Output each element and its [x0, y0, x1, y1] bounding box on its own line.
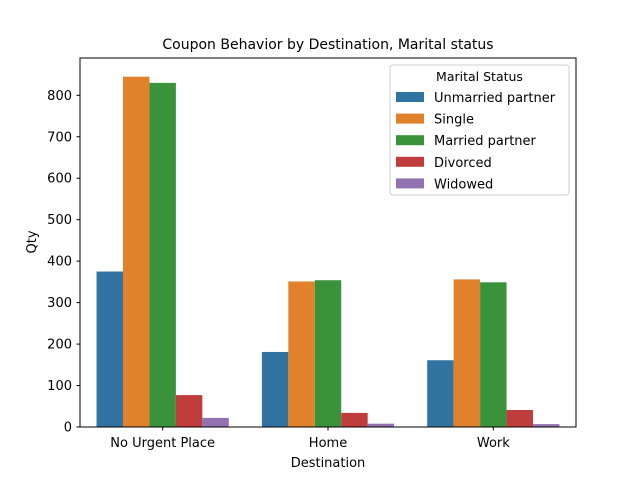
- x-tick-label: Home: [309, 436, 347, 451]
- chart-title: Coupon Behavior by Destination, Marital …: [162, 37, 493, 53]
- bar-divorced-1: [341, 412, 368, 427]
- legend-label: Married partner: [434, 134, 537, 149]
- plot-frame: [79, 57, 577, 428]
- legend: Marital Status Unmarried partner Single Ma…: [389, 64, 570, 196]
- bar-married-partner-0: [149, 82, 176, 427]
- x-tick-label: Work: [477, 436, 510, 451]
- bar-married-partner-2: [480, 282, 507, 427]
- legend-label: Unmarried partner: [434, 91, 556, 106]
- y-tick-label: 300: [47, 296, 72, 311]
- bar-married-partner-1: [314, 280, 342, 427]
- y-tick-label: 400: [47, 255, 72, 270]
- legend-frame: [389, 64, 570, 196]
- legend-label: Divorced: [434, 156, 492, 171]
- bar-unmarried-partner-0: [96, 271, 123, 427]
- legend-items: Unmarried partner Single Married partner Di…: [396, 91, 556, 192]
- bar-widowed-0: [202, 417, 229, 427]
- bar-divorced-0: [175, 395, 203, 427]
- bar-unmarried-partner-1: [261, 351, 289, 427]
- legend-label: Single: [434, 113, 474, 128]
- y-tick-label: 0: [64, 421, 72, 436]
- y-axis-label: Qty: [25, 230, 40, 253]
- y-tick-label: 200: [47, 338, 72, 353]
- bar-widowed-2: [533, 424, 560, 427]
- bar-divorced-2: [506, 410, 534, 427]
- bars-group: [96, 76, 560, 428]
- legend-swatch: [396, 92, 424, 102]
- y-axis: 0 100 200 300 400 500 600 700 800: [47, 89, 80, 436]
- y-tick-label: 700: [47, 130, 72, 145]
- x-tick-label: No Urgent Place: [110, 436, 215, 451]
- y-tick-label: 800: [47, 89, 72, 104]
- legend-swatch: [396, 113, 424, 124]
- x-axis: No Urgent Place Home Work: [110, 427, 510, 451]
- bar-single-2: [453, 279, 481, 427]
- legend-label: Widowed: [434, 177, 493, 192]
- bar-unmarried-partner-2: [427, 360, 454, 427]
- legend-title: Marital Status: [436, 69, 523, 84]
- bar-single-0: [122, 76, 150, 428]
- legend-swatch: [396, 178, 424, 189]
- legend-swatch: [396, 156, 424, 167]
- legend-swatch: [396, 135, 424, 146]
- bar-widowed-1: [367, 423, 395, 427]
- y-tick-label: 100: [47, 379, 72, 394]
- y-tick-label: 600: [47, 172, 72, 187]
- x-axis-label: Destination: [291, 456, 366, 471]
- bar-single-1: [288, 281, 315, 427]
- y-tick-label: 500: [47, 213, 72, 228]
